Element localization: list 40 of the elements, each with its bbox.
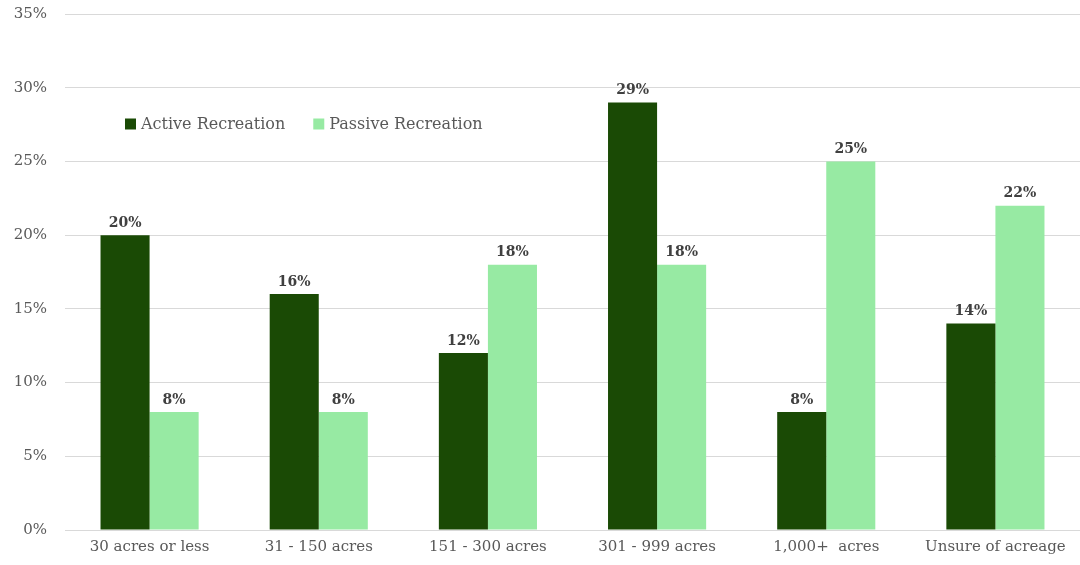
bar <box>438 353 488 530</box>
y-tick-label: 35% <box>13 3 47 22</box>
bar <box>995 205 1045 530</box>
y-tick-label: 0% <box>23 519 47 538</box>
y-tick-label: 10% <box>13 372 47 391</box>
x-tick-label: 31 - 150 acres <box>264 536 373 555</box>
data-label: 12% <box>446 331 480 348</box>
y-tick-label: 25% <box>13 151 47 170</box>
x-tick-label: 151 - 300 acres <box>429 536 547 555</box>
data-label: 8% <box>162 390 186 407</box>
y-tick-label: 5% <box>23 446 47 465</box>
bar <box>269 294 319 530</box>
y-tick-label: 20% <box>13 225 47 244</box>
bar <box>318 412 368 530</box>
data-label: 18% <box>496 243 529 260</box>
bar <box>657 264 707 530</box>
bar <box>149 412 199 530</box>
data-label: 8% <box>331 390 355 407</box>
data-label: 8% <box>790 390 814 407</box>
bar <box>777 412 827 530</box>
data-label: 20% <box>108 213 142 230</box>
y-tick-label: 15% <box>13 298 47 317</box>
bar <box>608 102 658 530</box>
legend-label: Passive Recreation <box>329 114 483 134</box>
data-label: 16% <box>277 272 311 289</box>
data-label: 18% <box>665 243 699 260</box>
data-label: 14% <box>954 302 988 319</box>
bar <box>946 323 996 530</box>
x-tick-label: 1,000+ acres <box>773 536 880 555</box>
data-label: 29% <box>616 81 649 98</box>
bar <box>487 264 537 530</box>
legend-label: Active Recreation <box>140 114 286 134</box>
bar <box>826 161 876 530</box>
data-label: 25% <box>834 140 868 157</box>
bar <box>100 235 150 530</box>
data-label: 22% <box>1003 184 1037 201</box>
x-tick-label: 301 - 999 acres <box>598 536 716 555</box>
y-tick-label: 30% <box>13 77 47 96</box>
x-tick-label: 30 acres or less <box>89 536 210 555</box>
x-tick-label: Unsure of acreage <box>925 536 1066 555</box>
